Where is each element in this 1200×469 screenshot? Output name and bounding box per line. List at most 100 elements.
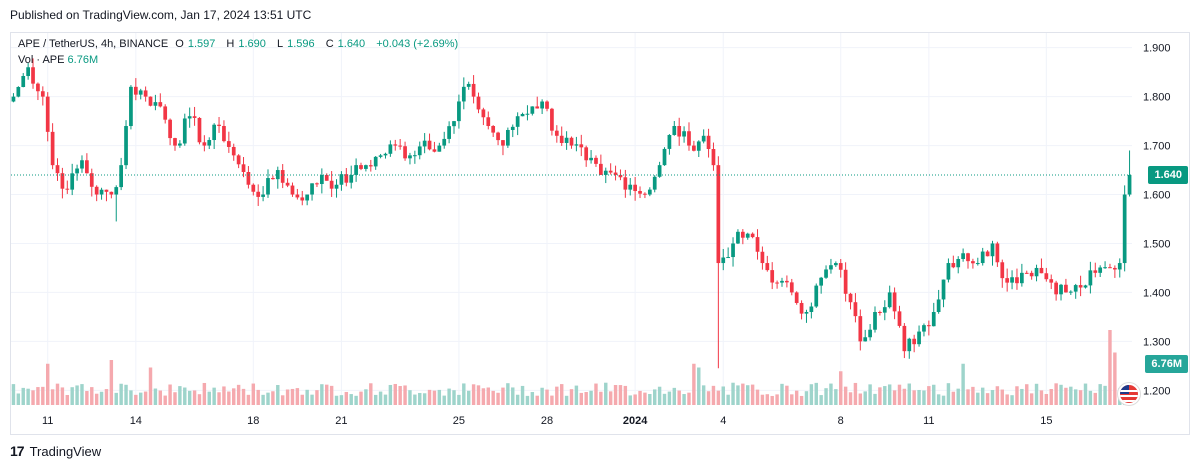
volume-bar <box>535 395 539 405</box>
volume-bar <box>618 385 623 405</box>
symbol-label[interactable]: APE / TetherUS, 4h, BINANCE <box>18 38 169 50</box>
candle-body <box>1034 267 1039 277</box>
tradingview-logo-icon: 17 <box>10 443 25 459</box>
candle-body <box>241 164 246 173</box>
volume-bar <box>750 384 755 405</box>
volume-bar <box>148 367 153 405</box>
candles <box>11 58 1132 369</box>
ohlc-legend: APE / TetherUS, 4h, BINANCE O 1.597 H 1.69… <box>18 36 462 52</box>
volume-bar <box>310 394 314 405</box>
candle-body <box>853 302 858 317</box>
candle-body <box>280 170 285 183</box>
candle-body <box>70 173 75 190</box>
candle-body <box>60 173 65 189</box>
volume-bar <box>1069 386 1073 405</box>
volume-bar <box>256 389 260 405</box>
candle-body <box>349 174 354 183</box>
candle-body <box>951 263 956 268</box>
volume-bar <box>858 393 863 405</box>
volume-label[interactable]: Vol · APE <box>18 54 65 66</box>
volume-bar <box>153 388 158 405</box>
volume-bar <box>11 384 16 405</box>
candle-body <box>990 243 995 257</box>
candle-body <box>148 96 153 106</box>
volume-bar <box>46 363 50 405</box>
x-tick-label: 11 <box>923 415 934 427</box>
candle-body <box>819 277 824 286</box>
volume-bar <box>104 389 109 405</box>
volume-bar <box>980 387 985 405</box>
candle-body <box>696 141 701 151</box>
candle-body <box>971 261 975 264</box>
candle-body <box>1068 291 1073 293</box>
us-flag-icon[interactable] <box>1118 383 1140 405</box>
candle-body <box>222 126 226 142</box>
volume-bar <box>129 390 133 405</box>
candle-body <box>89 173 94 187</box>
volume-bar <box>853 382 858 405</box>
chart-frame[interactable] <box>10 32 1190 435</box>
candle-body <box>682 131 686 137</box>
volume-bar <box>94 393 99 405</box>
candle-body <box>26 67 30 77</box>
x-tick-label: 2024 <box>623 415 648 427</box>
volume-bar <box>295 388 300 405</box>
candle-body <box>1049 279 1054 283</box>
volume-bar <box>1078 390 1083 405</box>
candle-body <box>657 165 662 177</box>
volume-bar <box>829 383 833 405</box>
volume-bar <box>819 395 823 405</box>
candle-body <box>334 184 339 189</box>
volume-bar <box>388 384 393 405</box>
candle-body <box>457 101 461 122</box>
volume-bar <box>780 383 784 405</box>
candle-body <box>1073 285 1078 292</box>
volume-bar <box>809 384 814 405</box>
volume-bar <box>227 391 231 405</box>
candle-body <box>432 149 437 152</box>
candle-body <box>980 251 985 264</box>
volume-bar <box>359 391 363 405</box>
candle-body <box>31 67 35 84</box>
y-tick-label: 1.900 <box>1143 43 1171 55</box>
candle-body <box>833 263 838 266</box>
candle-body <box>412 155 417 157</box>
volume-bar <box>364 389 368 405</box>
volume-bar <box>545 389 549 405</box>
volume-bar <box>790 394 794 405</box>
candle-body <box>45 96 50 132</box>
candle-body <box>838 263 843 270</box>
volume-bar <box>481 388 486 405</box>
candle-body <box>652 176 657 190</box>
candle-body <box>755 237 760 252</box>
candle-body <box>1103 267 1107 269</box>
volume-bar <box>496 392 500 405</box>
volume-bar <box>873 393 877 405</box>
y-tick-label: 1.500 <box>1143 238 1171 250</box>
candle-body <box>99 189 104 195</box>
volume-bar <box>1049 389 1053 405</box>
candle-body <box>848 293 853 303</box>
volume-bar <box>863 391 867 405</box>
volume-bar <box>995 386 1000 405</box>
volume-bar <box>794 390 799 405</box>
volume-bar <box>907 383 911 405</box>
volume-bar <box>579 392 584 405</box>
candle-body <box>378 155 383 157</box>
volume-bar <box>134 394 138 405</box>
candle-body <box>922 325 926 332</box>
candle-body <box>789 282 794 293</box>
volume-bar <box>349 394 353 405</box>
candle-body <box>736 231 740 244</box>
grid <box>11 33 1132 405</box>
x-tick-label: 14 <box>130 415 142 427</box>
candle-body <box>530 106 535 114</box>
candle-body <box>359 165 363 169</box>
candle-body <box>1029 272 1034 277</box>
footer-brand[interactable]: 17 TradingView <box>10 443 101 459</box>
candle-body <box>760 251 765 264</box>
volume-bar <box>65 394 70 405</box>
last-price-badge: 1.640 <box>1148 165 1188 184</box>
volume-bars <box>11 330 1132 405</box>
